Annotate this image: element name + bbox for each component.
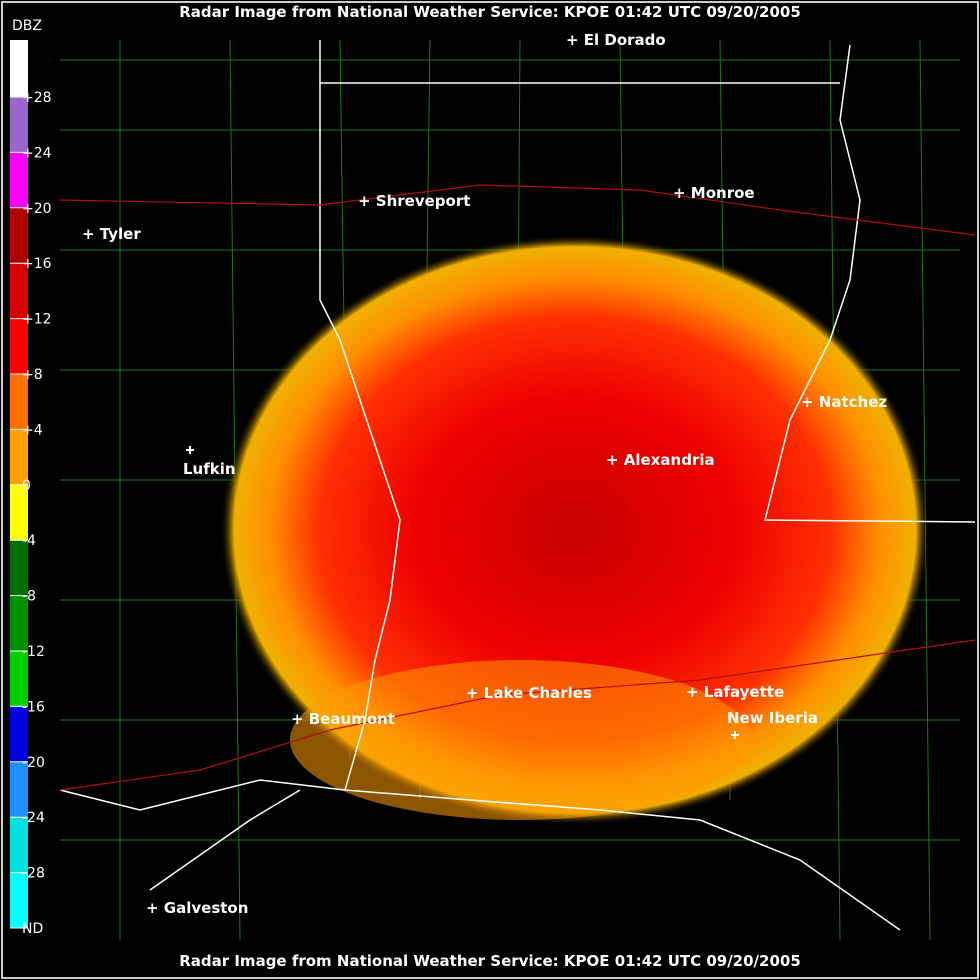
legend-swatch [10, 207, 28, 264]
legend-swatch [10, 540, 28, 596]
highways [59, 184, 976, 791]
legend-label: +8 [22, 367, 43, 383]
city-label: + El Dorado [566, 31, 666, 49]
legend-label: ND [22, 921, 43, 937]
legend-swatch [10, 595, 28, 651]
title: Radar Image from National Weather Servic… [179, 3, 801, 21]
legend-swatch [10, 374, 28, 430]
city-label: + Galveston [146, 899, 248, 917]
legend-swatch [10, 928, 28, 938]
legend-label: +16 [22, 256, 52, 272]
legend-label: -28 [22, 866, 45, 882]
city-label: + Lafayette [686, 683, 784, 701]
legend-top [10, 40, 28, 97]
city-label: New Iberia [727, 709, 818, 727]
legend-label: +28 [22, 90, 52, 106]
legend-label: +24 [22, 145, 52, 161]
city-marker [186, 446, 194, 454]
legend-label: -16 [22, 699, 45, 715]
legend-swatch [10, 761, 28, 818]
city-label: + Beaumont [291, 710, 395, 728]
legend-label: +4 [22, 422, 43, 438]
city-label: + Tyler [82, 225, 141, 243]
legend: +28 +24 +20 +16 +12 +8 +4 0 -4 -8 -12 -16 -20 -24 -28 N… [10, 90, 52, 938]
legend-label: -4 [22, 533, 36, 549]
legend-swatch [10, 318, 28, 374]
city-label: + Alexandria [606, 451, 715, 469]
state-borders [59, 40, 976, 931]
legend-swatch [10, 97, 28, 153]
legend-label: 0 [22, 478, 31, 494]
legend-label: -20 [22, 755, 45, 771]
legend-swatch [10, 817, 28, 873]
city-label: + Monroe [673, 184, 755, 202]
legend-label: +12 [22, 312, 52, 328]
city-label: + Natchez [801, 393, 887, 411]
cities: + El Dorado + Shreveport + Monroe + Tyler + … [82, 31, 887, 917]
city-label: + Shreveport [358, 192, 470, 210]
legend-label: -8 [22, 589, 36, 605]
legend-label: -12 [22, 644, 45, 660]
legend-swatch [10, 706, 28, 762]
radar-echo-south [290, 660, 750, 820]
city-marker [731, 731, 739, 739]
legend-swatch [10, 651, 28, 707]
legend-swatch [10, 872, 28, 928]
legend-swatch [10, 429, 28, 485]
legend-swatch [10, 484, 28, 541]
city-label: + Lake Charles [466, 684, 592, 702]
legend-swatch [10, 263, 28, 319]
legend-label: +20 [22, 201, 52, 217]
legend-swatch [10, 152, 28, 208]
city-label: Lufkin [183, 460, 236, 478]
footer-title: Radar Image from National Weather Servic… [179, 952, 801, 970]
legend-label: -24 [22, 810, 45, 826]
legend-title: DBZ [12, 18, 42, 34]
